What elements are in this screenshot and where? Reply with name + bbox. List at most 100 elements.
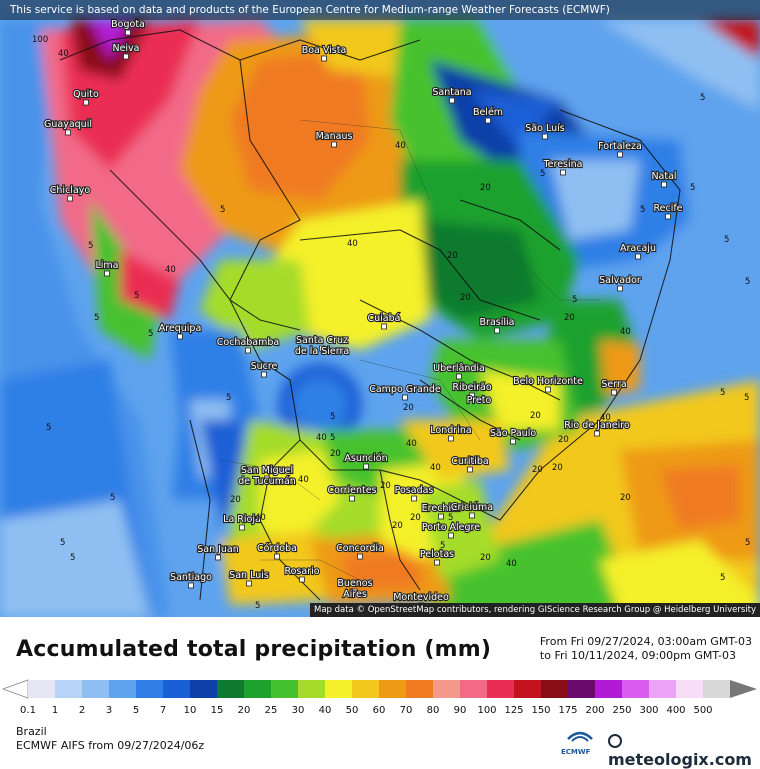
city-marker-icon [319,345,325,352]
city-label: Chiclayo [50,185,91,196]
city-guayaquil: Guayaquil [43,118,93,136]
colorbar-swatch [136,680,164,698]
colorbar-tick-label: 150 [531,705,550,716]
city-label: Fortaleza [598,141,642,152]
disclaimer-bar: This service is based on data and produc… [0,0,760,20]
colorbar-tick-label: 30 [292,705,305,716]
city-marker-icon [402,394,408,401]
contour-label: 40 [506,559,517,569]
legend-panel: Accumulated total precipitation (mm) Fro… [0,617,760,769]
city-san-luis: San Luis [228,569,270,587]
city-label: Serra [601,379,626,390]
colorbar-swatch [298,680,326,698]
range-from: From Fri 09/27/2024, 03:00am GMT-03 [539,635,752,648]
city-label: Campo Grande [369,384,441,395]
city-marker-icon [665,213,671,220]
city-label: Rosario [284,566,319,577]
brand-logo[interactable]: meteologix.com [608,731,760,769]
city-label: Bogota [111,19,145,30]
city-label: Córdoba [257,543,297,554]
city-label: Corrientes [327,485,376,496]
city-label: Recife [653,203,682,214]
city-marker-icon [215,554,221,561]
colorbar-right-arrow [730,680,757,698]
city-label: Curitiba [451,456,488,467]
colorbar-swatch [514,680,542,698]
city-marker-icon [617,285,623,292]
colorbar-tick-label: 125 [504,705,523,716]
city-manaus: Manaus [314,130,354,148]
city-label: Arequipa [159,323,202,334]
city-marker-icon [594,430,600,437]
colorbar-tick-label: 250 [612,705,631,716]
contour-label: 40 [316,433,327,443]
city-natal: Natal [650,170,678,188]
city-porto-alegre: Porto Alegre [421,521,481,539]
colorbar-swatch [82,680,110,698]
city-label: Montevideo [393,592,449,603]
city-chiclayo: Chiclayo [49,184,91,202]
contour-label: 5 [745,277,750,287]
contour-label: 20 [480,183,491,193]
city-aires: Aires [342,588,368,601]
city-marker-icon [239,524,245,531]
city-label: Buenos [337,578,372,589]
city-label: Salvador [599,275,641,286]
colorbar-tick-label: 5 [133,705,139,716]
city-cochabamba: Cochabamba [216,336,280,354]
contour-label: 20 [530,411,541,421]
colorbar-tick-label: 7 [160,705,166,716]
colorbar-swatch [649,680,677,698]
colorbar-swatch [703,680,731,698]
city-san-miguel: San Miguel [240,464,294,482]
contour-label: 20 [447,251,458,261]
range-to: to Fri 10/11/2024, 09:00pm GMT-03 [539,649,737,662]
contour-label: 20 [558,435,569,445]
city-marker-icon [331,141,337,148]
city-label: Aracaju [620,243,656,254]
city-marker-icon [246,580,252,587]
city-label: Concordia [336,543,384,554]
city-marker-icon [83,99,89,106]
precipitation-map[interactable]: Bogota Neiva Boa Vista Quito Guayaquil Santan… [0,0,760,617]
city-label: Belém [473,107,503,118]
city-label: Teresina [542,159,582,170]
contour-label: 40 [298,475,309,485]
city-label: Brasília [480,317,515,328]
contour-label: 5 [148,329,153,339]
city-crici-ma: Criciúma [450,501,494,519]
city-marker-icon [65,129,71,136]
city-santana: Santana [431,86,473,104]
model-run-label: ECMWF AIFS from 09/27/2024/06z [16,739,205,752]
city-san-juan: San Juan [196,543,240,561]
city-marker-icon [467,466,473,473]
city-marker-icon [264,475,270,482]
colorbar-tick-label: 100 [477,705,496,716]
colorbar-tick-label: 15 [211,705,224,716]
city-pelotas: Pelotas [419,548,455,566]
city-label: Santiago [170,572,212,583]
colorbar-tick-label: 60 [373,705,386,716]
city-aracaju: Aracaju [619,242,657,260]
contour-label: 5 [540,169,545,179]
contour-label: 5 [255,601,260,611]
contour-label: 5 [744,393,749,403]
city-la-rioja: La Rioja [222,513,262,531]
city-marker-icon [560,169,566,176]
city-marker-icon [381,323,387,330]
city-marker-icon [494,327,500,334]
contour-label: 20 [392,521,403,531]
city-label: Porto Alegre [422,522,480,533]
contour-label: 20 [460,293,471,303]
contour-label: 20 [620,493,631,503]
city-buenos: Buenos [336,577,374,595]
city-marker-icon [617,151,623,158]
city-label: Sucre [251,361,278,372]
city-marker-icon [321,55,327,62]
contour-label: 5 [720,388,725,398]
contour-labels: 1004054055554020554055204052020554020402… [32,35,750,611]
city-rio-de-janeiro: Rio de Janeiro [563,419,631,437]
colorbar-swatch [352,680,380,698]
city-marker-icon [434,559,440,566]
colorbar-swatch [109,680,137,698]
